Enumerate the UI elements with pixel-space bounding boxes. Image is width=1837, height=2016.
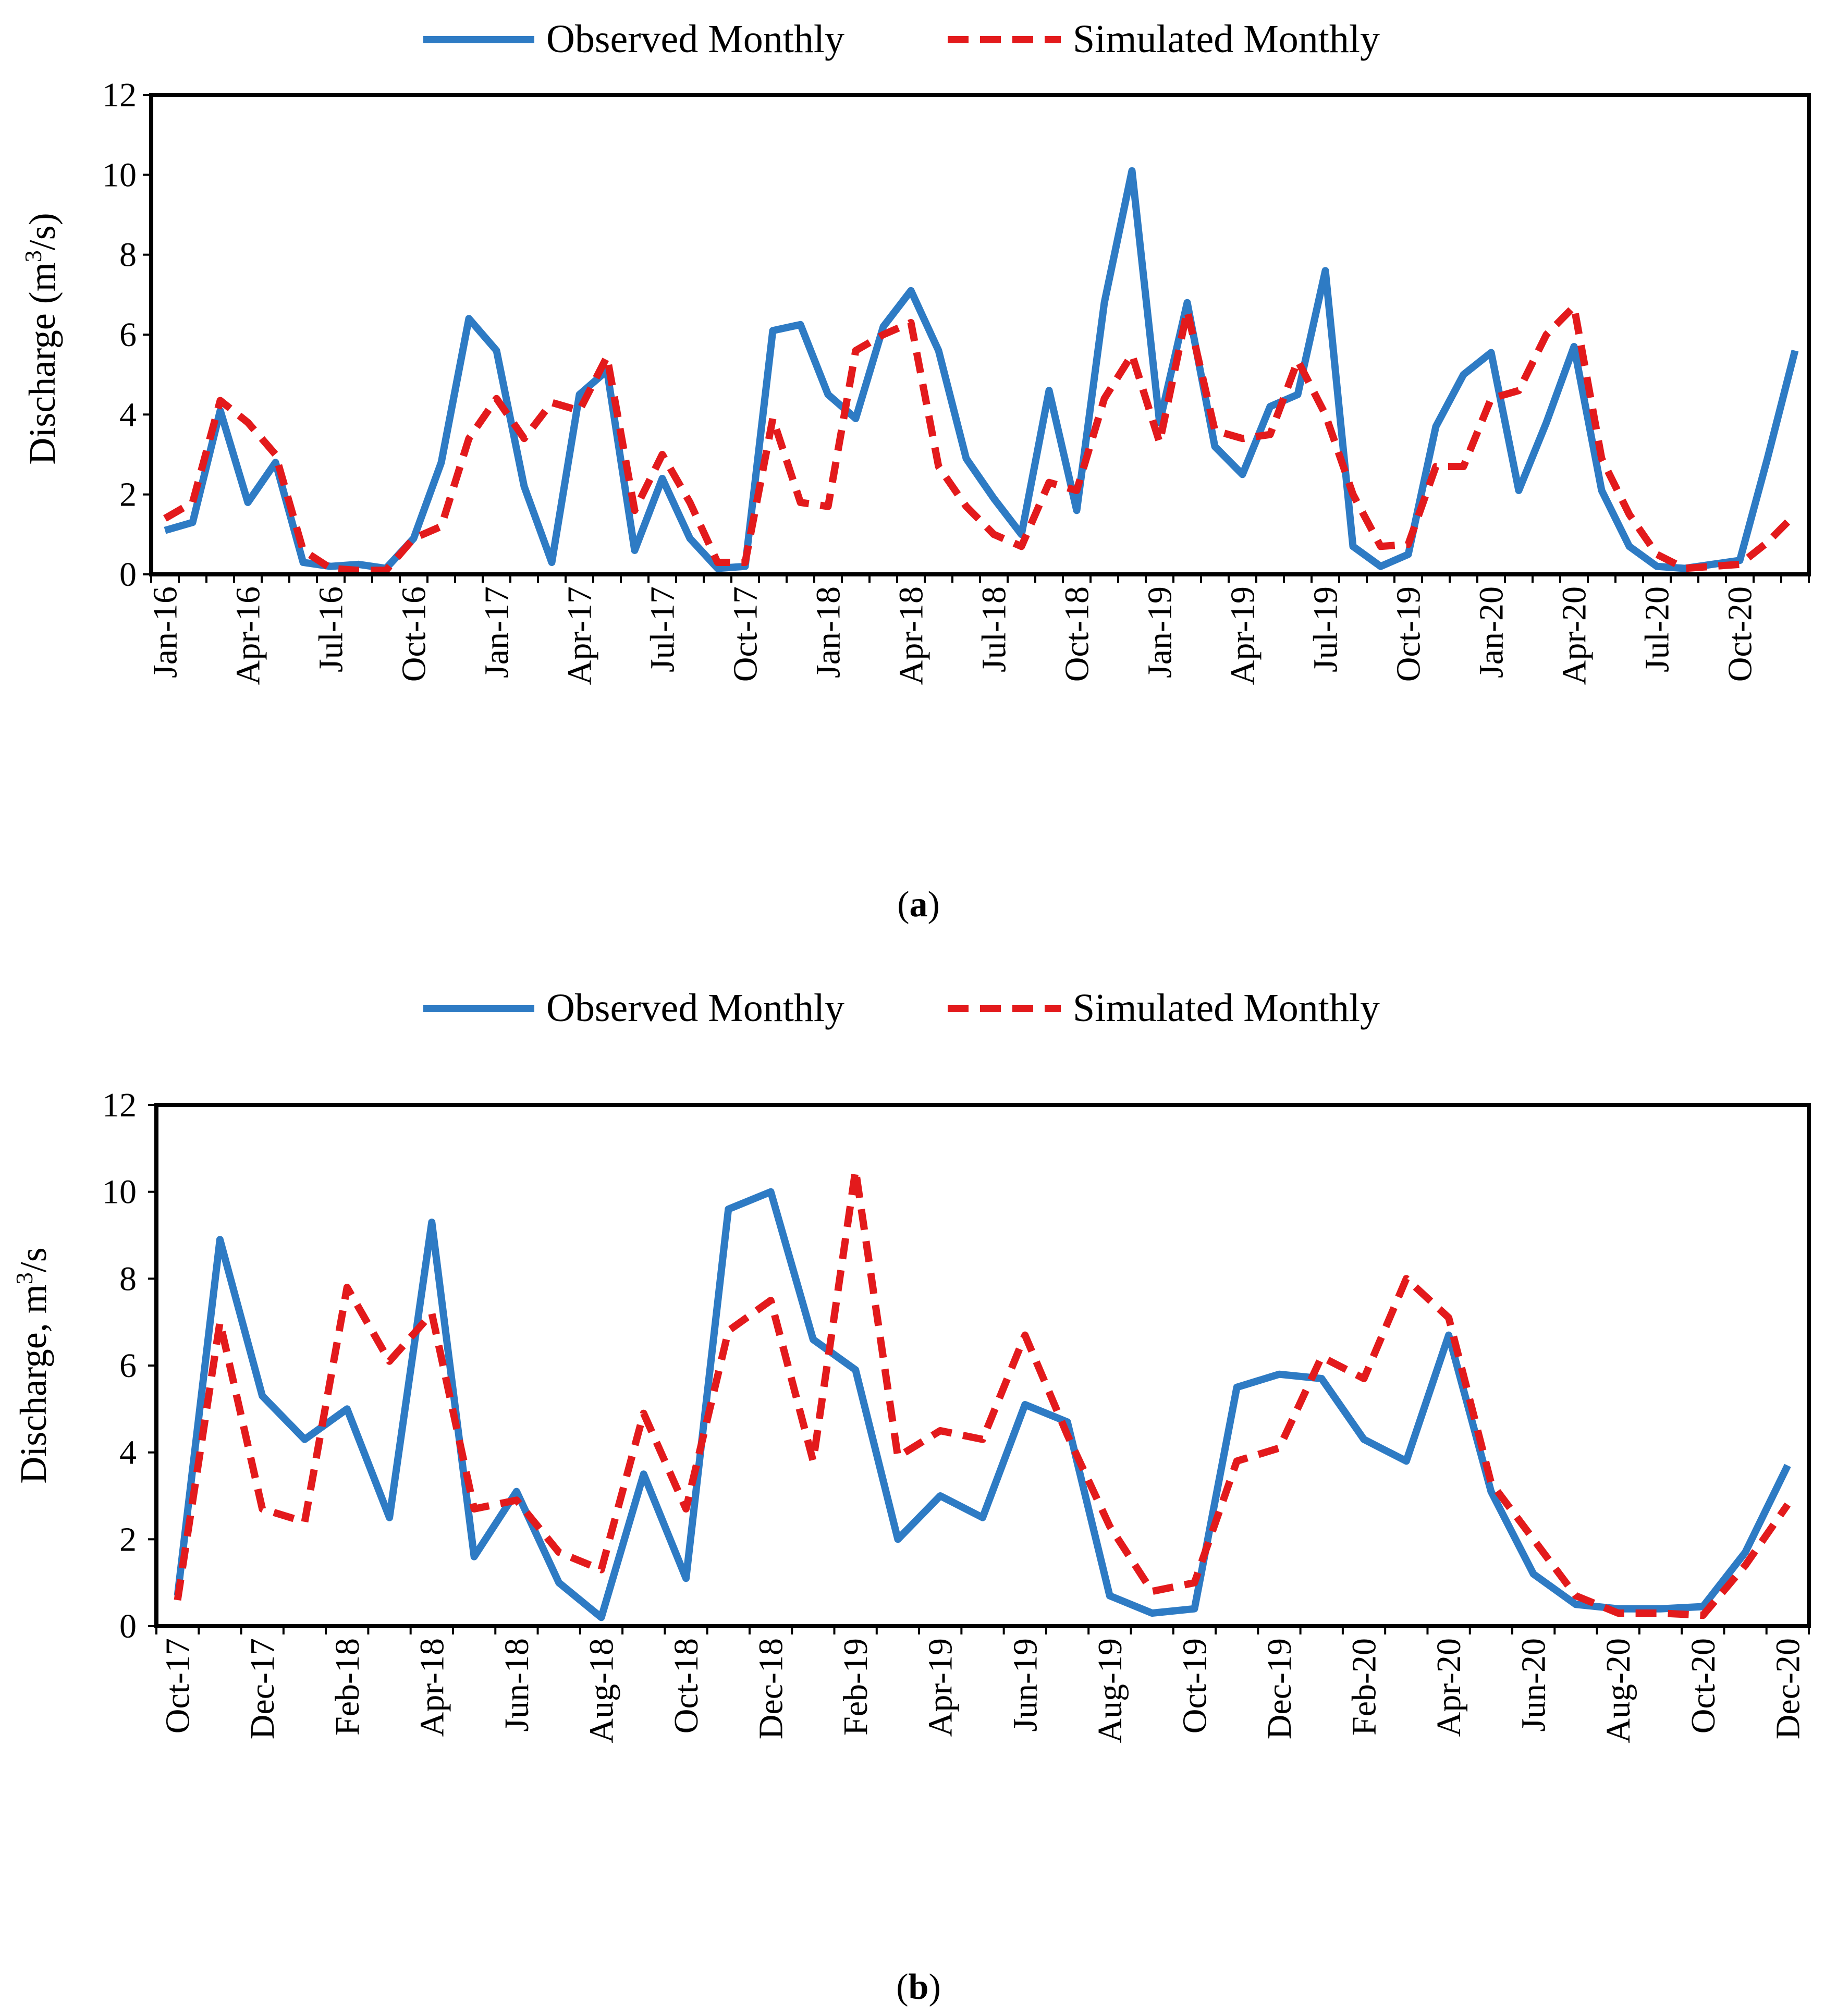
- panel-a-simulated-series-line: [163, 303, 1798, 574]
- panel-b-y-tick-label: 8: [119, 1260, 137, 1298]
- panel-b-x-tick-label: Aug-19: [1091, 1638, 1129, 1743]
- panel-b-plot-area: 0 2 4 6 8 10 12 Oct-17 Dec-17 Feb-18 Apr-18 Jun-18 A…: [102, 1086, 1811, 1743]
- panel-a-x-tick-label: Jan-19: [1141, 586, 1179, 678]
- panel-a-y-tick-label: 10: [102, 156, 137, 194]
- panel-a-x-tick-label: Jan-17: [478, 586, 516, 678]
- panel-a-caption: (a): [897, 884, 940, 925]
- panel-a-x-tick-label: Oct-17: [727, 586, 765, 682]
- panel-a-chart: Observed Monthly Simulated Monthly Disch…: [20, 17, 1811, 925]
- panel-a-x-tick-label: Jul-18: [975, 586, 1013, 672]
- panel-b-y-axis-label: Discharge, m3/s: [11, 1247, 54, 1484]
- panel-b-x-tick-label: Oct-17: [159, 1638, 197, 1734]
- panel-b-y-tick-label: 6: [119, 1347, 137, 1385]
- panel-b-simulated-series-line: [174, 1166, 1791, 1619]
- panel-a-legend-simulated-label: Simulated Monthly: [1073, 17, 1380, 61]
- panel-a-x-tick-label: Jan-16: [146, 586, 185, 678]
- panel-a-x-tick-label: Apr-19: [1224, 586, 1262, 685]
- panel-b-x-tick-label: Aug-18: [582, 1638, 620, 1743]
- panel-a-x-tick-label: Jan-20: [1473, 586, 1511, 678]
- panel-a-x-tick-label: Jul-17: [644, 586, 682, 672]
- panel-a-legend: Observed Monthly Simulated Monthly: [423, 17, 1380, 61]
- panel-b-y-tick-label: 12: [102, 1086, 137, 1124]
- panel-b-x-tick-label: Apr-20: [1430, 1638, 1468, 1737]
- panel-b-x-tick-label: Apr-18: [413, 1638, 451, 1737]
- panel-a-x-tick-label: Oct-16: [395, 586, 433, 682]
- panel-b-caption: (b): [896, 1967, 941, 2007]
- panel-a-legend-observed-label: Observed Monthly: [546, 17, 844, 61]
- panel-a-y-tick-label: 2: [119, 476, 137, 514]
- panel-a-observed-series-line: [164, 167, 1799, 572]
- panel-b-y-tick-label: 10: [102, 1173, 137, 1211]
- panel-b-x-tick-label: Feb-20: [1345, 1638, 1383, 1736]
- panel-b-legend-simulated-label: Simulated Monthly: [1073, 986, 1380, 1030]
- panel-a-x-tick-label: Jul-19: [1307, 586, 1345, 672]
- panel-b-plot-frame: [154, 1103, 1811, 1628]
- panel-b-y-tick-label: 4: [119, 1434, 137, 1472]
- panel-b-x-tick-label: Feb-19: [837, 1638, 875, 1736]
- panel-a-x-tick-label: Apr-18: [892, 586, 930, 685]
- panel-b-x-tick-label: Dec-19: [1260, 1638, 1299, 1739]
- panel-a-plot-area: 0 2 4 6 8 10 12 Jan-16 Apr-16 Jul-16 Oct-16 Jan-17 A…: [102, 76, 1811, 685]
- panel-b-x-tick-label: Aug-20: [1599, 1638, 1637, 1743]
- panel-a-x-tick-label: Apr-17: [561, 586, 599, 685]
- panel-a-y-tick-label: 0: [119, 556, 137, 594]
- panel-b-y-tick-label: 2: [119, 1520, 137, 1558]
- panel-b-legend: Observed Monthly Simulated Monthly: [423, 986, 1380, 1030]
- panel-a-x-tick-label: Jul-20: [1638, 586, 1676, 672]
- panel-b-y-tick-label: 0: [119, 1607, 137, 1645]
- panel-a-y-axis-label: Discharge (m3/s): [20, 213, 63, 465]
- panel-a-x-tick-label: Oct-20: [1721, 586, 1759, 682]
- panel-b-x-tick-label: Dec-17: [243, 1638, 281, 1739]
- panel-a-plot-frame: [149, 93, 1811, 576]
- panel-b-x-tick-label: Jun-20: [1515, 1638, 1553, 1732]
- panel-a-x-tick-label: Oct-18: [1058, 586, 1096, 682]
- panel-b-x-tick-label: Oct-20: [1684, 1638, 1722, 1734]
- panel-a-y-tick-label: 4: [119, 396, 137, 434]
- panel-b-x-tick-label: Oct-19: [1175, 1638, 1214, 1734]
- panel-b-x-tick-label: Oct-18: [667, 1638, 705, 1734]
- panel-b-x-tick-label: Jun-19: [1006, 1638, 1044, 1732]
- panel-a-y-tick-label: 8: [119, 236, 137, 274]
- panel-b-x-tick-label: Apr-19: [922, 1638, 960, 1737]
- panel-b-legend-observed-label: Observed Monthly: [546, 986, 844, 1030]
- panel-b-x-tick-label: Jun-18: [498, 1638, 536, 1732]
- panel-b-x-tick-label: Feb-18: [328, 1638, 366, 1736]
- panel-b-chart: Observed Monthly Simulated Monthly Disch…: [11, 986, 1811, 2007]
- panel-a-y-tick-label: 12: [102, 76, 137, 114]
- panel-a-x-tick-label: Apr-20: [1556, 586, 1594, 685]
- panel-a-x-tick-label: Jan-18: [810, 586, 848, 678]
- panel-a-x-tick-label: Apr-16: [229, 586, 267, 685]
- panel-b-observed-series-line: [174, 1188, 1791, 1621]
- panel-b-x-tick-label: Dec-20: [1769, 1638, 1807, 1739]
- panel-b-x-tick-label: Dec-18: [752, 1638, 790, 1739]
- panel-a-y-tick-label: 6: [119, 316, 137, 354]
- panel-a-x-tick-label: Oct-19: [1390, 586, 1428, 682]
- panel-a-x-tick-label: Jul-16: [312, 586, 350, 672]
